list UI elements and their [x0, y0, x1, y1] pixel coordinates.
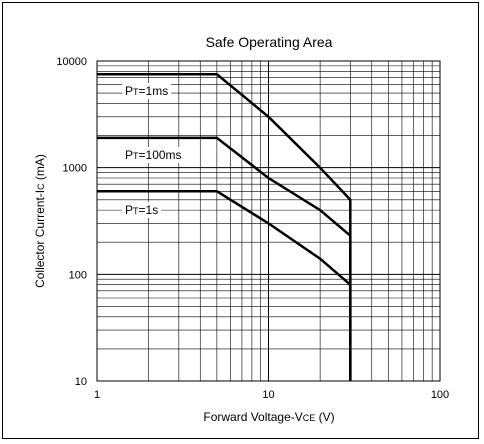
- series-label-suffix: =1ms: [139, 84, 169, 98]
- chart-title: Safe Operating Area: [206, 34, 333, 50]
- series-line-3: [97, 190, 352, 381]
- series-label-prefix: P: [125, 84, 133, 98]
- series-line-1: [97, 73, 352, 381]
- series-label-prefix: P: [125, 148, 133, 162]
- series-lines: [97, 73, 352, 381]
- y-axis-label-suffix: (mA): [33, 154, 47, 183]
- x-tick-label: 1: [94, 389, 100, 401]
- series-label-2: PT=100ms: [122, 147, 185, 163]
- series-label-suffix: =1s: [139, 203, 159, 217]
- y-tick-label: 10: [75, 376, 87, 388]
- series-label-text: PT=1s: [125, 203, 158, 217]
- chart-frame: [2, 2, 479, 439]
- series-label-bg: [122, 83, 172, 99]
- x-axis-label-prefix: Forward Voltage-V: [203, 410, 302, 424]
- series-label-prefix: P: [125, 203, 133, 217]
- y-axis-label: Collector Current-IC (mA): [33, 154, 47, 288]
- grid-lines: [97, 61, 440, 381]
- y-tick-label: 100: [69, 269, 87, 281]
- x-axis-label-sub: CE: [303, 413, 316, 423]
- series-label-text: PT=100ms: [125, 148, 182, 162]
- x-tick-label: 100: [431, 389, 449, 401]
- tick-labels: 1 10 100 10 100 1000 10000: [56, 56, 449, 401]
- series-label-3: PT=1s: [122, 202, 162, 218]
- series-label-sub: T: [133, 151, 139, 161]
- series-label-bg: [122, 202, 162, 218]
- series-label-1: PT=1ms: [122, 83, 172, 99]
- y-tick-label: 1000: [63, 163, 87, 175]
- x-axis-label: Forward Voltage-VCE (V): [203, 410, 334, 424]
- series-label-text: PT=1ms: [125, 84, 168, 98]
- plot-area: [96, 60, 441, 382]
- series-line-2: [97, 136, 352, 381]
- y-axis-label-sub: C: [36, 183, 46, 190]
- series-label-sub: T: [133, 87, 139, 97]
- y-tick-label: 10000: [56, 56, 87, 68]
- x-tick-label: 10: [262, 389, 274, 401]
- y-axis-label-prefix: Collector Current-I: [33, 190, 47, 288]
- x-axis-label-suffix: (V): [315, 410, 334, 424]
- series-label-sub: T: [133, 206, 139, 216]
- series-label-suffix: =100ms: [139, 148, 182, 162]
- series-label-bg: [122, 147, 185, 163]
